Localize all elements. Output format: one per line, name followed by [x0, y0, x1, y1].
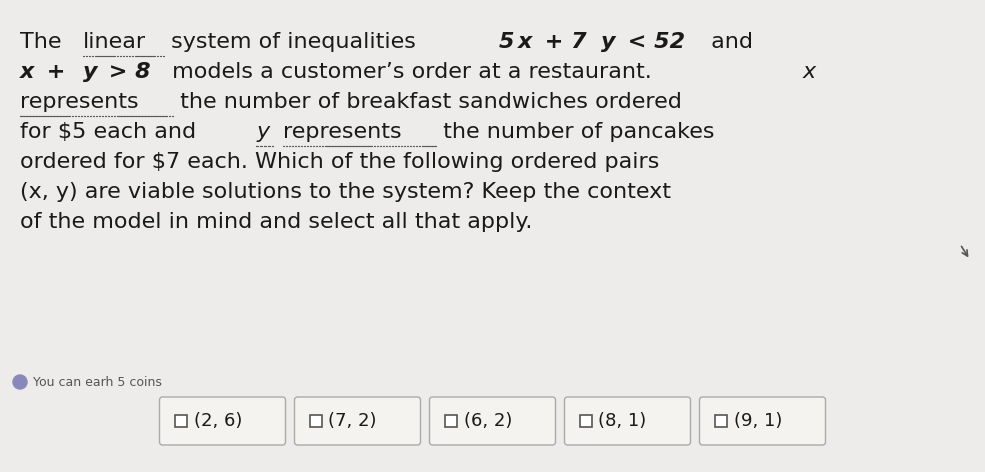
- Text: the number of pancakes: the number of pancakes: [435, 122, 714, 142]
- FancyBboxPatch shape: [699, 397, 825, 445]
- Text: (8, 1): (8, 1): [599, 412, 647, 430]
- Text: represents: represents: [20, 92, 139, 112]
- Text: x: x: [518, 32, 533, 52]
- Text: +: +: [38, 62, 73, 82]
- Text: ordered for $7 each. Which of the following ordered pairs: ordered for $7 each. Which of the follow…: [20, 152, 659, 172]
- Text: y: y: [83, 62, 98, 82]
- Text: and: and: [703, 32, 753, 52]
- Text: of the model in mind and select all that apply.: of the model in mind and select all that…: [20, 212, 532, 232]
- Text: y: y: [601, 32, 616, 52]
- Text: for $5 each and: for $5 each and: [20, 122, 203, 142]
- Text: You can earh 5 coins: You can earh 5 coins: [33, 376, 162, 388]
- Bar: [714, 415, 727, 427]
- Text: models a customer’s order at a restaurant.: models a customer’s order at a restauran…: [165, 62, 659, 82]
- FancyBboxPatch shape: [160, 397, 286, 445]
- Text: 5: 5: [498, 32, 514, 52]
- Bar: [309, 415, 321, 427]
- Text: + 7: + 7: [537, 32, 586, 52]
- Text: x: x: [803, 62, 816, 82]
- Text: represents: represents: [283, 122, 401, 142]
- Text: The: The: [20, 32, 69, 52]
- Circle shape: [13, 375, 27, 389]
- Text: system of inequalities: system of inequalities: [164, 32, 424, 52]
- Text: (9, 1): (9, 1): [734, 412, 782, 430]
- FancyBboxPatch shape: [564, 397, 690, 445]
- Text: (2, 6): (2, 6): [193, 412, 242, 430]
- FancyBboxPatch shape: [429, 397, 556, 445]
- FancyBboxPatch shape: [295, 397, 421, 445]
- Bar: [444, 415, 456, 427]
- Text: < 52: < 52: [620, 32, 685, 52]
- Text: (6, 2): (6, 2): [464, 412, 512, 430]
- Bar: [579, 415, 592, 427]
- Bar: [174, 415, 186, 427]
- Text: > 8: > 8: [101, 62, 151, 82]
- Text: (x, y) are viable solutions to the system? Keep the context: (x, y) are viable solutions to the syste…: [20, 182, 671, 202]
- Text: x: x: [20, 62, 34, 82]
- Text: linear: linear: [83, 32, 146, 52]
- Text: (7, 2): (7, 2): [329, 412, 377, 430]
- Text: y: y: [256, 122, 270, 142]
- Text: the number of breakfast sandwiches ordered: the number of breakfast sandwiches order…: [173, 92, 682, 112]
